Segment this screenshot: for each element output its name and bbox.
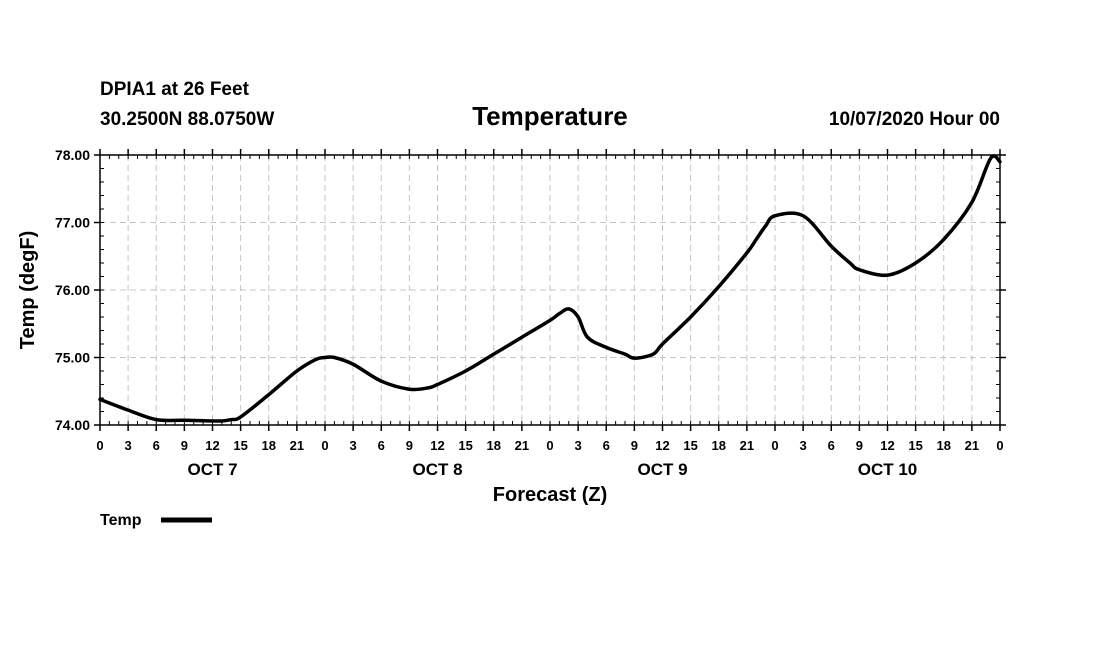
legend-label: Temp	[100, 512, 142, 529]
legend: Temp	[100, 512, 212, 529]
x-tick-label: 12	[205, 438, 219, 453]
location-label: 30.2500N 88.0750W	[100, 109, 274, 130]
x-tick-label: 9	[631, 438, 638, 453]
grid-layer	[100, 155, 1000, 425]
x-tick-label: 0	[96, 438, 103, 453]
day-label: OCT 7	[187, 460, 237, 479]
x-tick-label: 12	[655, 438, 669, 453]
x-tick-label: 6	[828, 438, 835, 453]
x-tick-label: 18	[937, 438, 951, 453]
station-label: DPIA1 at 26 Feet	[100, 79, 250, 100]
x-tick-label: 6	[378, 438, 385, 453]
y-axis-label: Temp (degF)	[17, 231, 39, 350]
x-tick-label: 12	[880, 438, 894, 453]
x-tick-label: 0	[771, 438, 778, 453]
day-label: OCT 10	[858, 460, 918, 479]
x-tick-label: 21	[965, 438, 979, 453]
x-tick-label: 3	[575, 438, 582, 453]
x-tick-label: 3	[125, 438, 132, 453]
x-tick-label: 21	[740, 438, 754, 453]
x-tick-label: 9	[856, 438, 863, 453]
x-tick-label: 12	[430, 438, 444, 453]
x-tick-label: 9	[181, 438, 188, 453]
axis-layer: 74.00 75.00 76.00 77.00 78.00 0 3 6 9 12 15 18 21 0 3 6…	[55, 147, 1006, 479]
x-tick-label: 18	[487, 438, 501, 453]
x-tick-label: 21	[515, 438, 529, 453]
y-tick-label: 76.00	[55, 282, 90, 298]
x-tick-label: 15	[233, 438, 247, 453]
x-tick-label: 3	[800, 438, 807, 453]
datetime-label: 10/07/2020 Hour 00	[829, 109, 1000, 130]
x-tick-label: 15	[683, 438, 697, 453]
x-axis-label: Forecast (Z)	[493, 484, 607, 506]
y-tick-label: 78.00	[55, 147, 90, 163]
y-tick-label: 74.00	[55, 417, 90, 433]
x-tick-label: 15	[908, 438, 922, 453]
y-tick-label: 75.00	[55, 350, 90, 366]
x-tick-label: 6	[153, 438, 160, 453]
x-tick-label: 3	[350, 438, 357, 453]
x-tick-label: 18	[262, 438, 276, 453]
x-tick-label: 0	[321, 438, 328, 453]
day-label: OCT 8	[412, 460, 462, 479]
x-tick-label: 0	[996, 438, 1003, 453]
x-tick-label: 0	[546, 438, 553, 453]
x-tick-label: 6	[603, 438, 610, 453]
series-layer	[98, 154, 1002, 423]
y-tick-label: 77.00	[55, 215, 90, 231]
x-tick-label: 15	[458, 438, 472, 453]
x-tick-label: 9	[406, 438, 413, 453]
x-tick-label: 21	[290, 438, 304, 453]
x-tick-label: 18	[712, 438, 726, 453]
series-line-temp	[98, 154, 1002, 423]
chart-title: Temperature	[472, 101, 628, 131]
day-label: OCT 9	[637, 460, 687, 479]
